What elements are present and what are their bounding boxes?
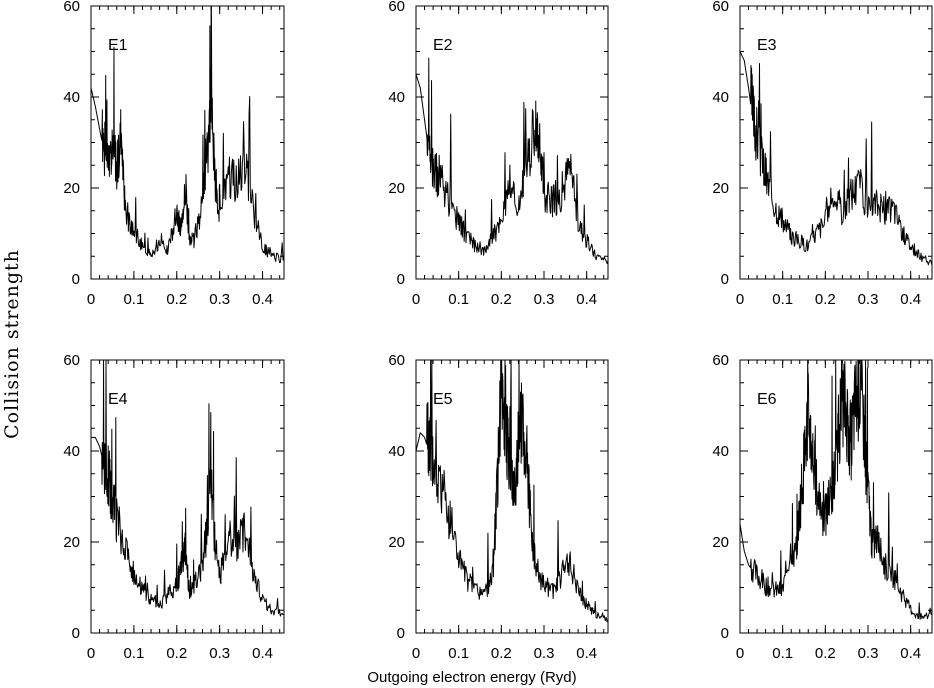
x-tick-label: 0 — [412, 291, 420, 308]
series-line-e3 — [739, 51, 933, 266]
y-tick-label: 40 — [63, 89, 80, 106]
x-tick-label: 0.4 — [576, 645, 597, 662]
x-tick-label: 0 — [412, 645, 420, 662]
y-tick-label: 20 — [712, 534, 729, 551]
panel-e2: 0 0.1 0.2 0.3 0.4 0 20 40 60 E2 — [388, 0, 609, 308]
panel-label: E1 — [108, 37, 128, 54]
series-line-e5 — [415, 359, 609, 623]
x-tick-label: 0.1 — [123, 645, 144, 662]
y-tick-label: 40 — [712, 443, 729, 460]
x-axis-title: Outgoing electron energy (Ryd) — [367, 669, 576, 686]
series-line-e4 — [90, 359, 285, 617]
x-tick-label: 0.3 — [209, 291, 230, 308]
x-tick-label: 0.4 — [576, 291, 597, 308]
x-tick-label: 0 — [736, 291, 744, 308]
y-tick-label: 0 — [397, 271, 405, 288]
panel-e4: 0 0.1 0.2 0.3 0.4 0 20 40 60 E4 — [63, 352, 285, 662]
y-tick-label: 0 — [72, 271, 80, 288]
y-tick-label: 0 — [397, 625, 405, 642]
y-tick-label: 20 — [388, 534, 405, 551]
y-tick-label: 60 — [63, 0, 80, 15]
x-tick-label: 0.4 — [252, 645, 273, 662]
y-tick-label: 40 — [388, 89, 405, 106]
x-tick-label: 0.2 — [491, 291, 512, 308]
x-tick-label: 0 — [736, 645, 744, 662]
y-tick-label: 60 — [712, 352, 729, 369]
panel-label: E2 — [433, 37, 453, 54]
panel-e6: 0 0.1 0.2 0.3 0.4 0 20 40 60 E6 — [712, 352, 933, 662]
y-tick-label: 40 — [388, 443, 405, 460]
y-tick-label: 20 — [388, 180, 405, 197]
x-tick-label: 0.2 — [815, 291, 836, 308]
panel-label: E4 — [108, 391, 128, 408]
panels: 0 0.1 0.2 0.3 0.4 0 20 40 60 E1 0 0.1 0.2 0.3 0.4 0 20 40… — [63, 0, 933, 662]
x-tick-label: 0.3 — [534, 645, 555, 662]
y-axis-title: Collision strength — [1, 249, 23, 439]
x-tick-label: 0.1 — [448, 645, 469, 662]
x-tick-label: 0.1 — [448, 291, 469, 308]
x-tick-label: 0.4 — [252, 291, 273, 308]
x-tick-label: 0 — [87, 645, 95, 662]
series-line-e2 — [415, 57, 609, 264]
y-tick-label: 20 — [63, 180, 80, 197]
panel-e1: 0 0.1 0.2 0.3 0.4 0 20 40 60 E1 — [63, 0, 285, 308]
x-tick-label: 0.1 — [772, 645, 793, 662]
x-tick-label: 0.3 — [858, 645, 879, 662]
panel-label: E3 — [757, 37, 777, 54]
panel-e3: 0 0.1 0.2 0.3 0.4 0 20 40 60 E3 — [712, 0, 933, 308]
y-tick-label: 0 — [721, 625, 729, 642]
y-tick-label: 60 — [388, 0, 405, 15]
x-tick-label: 0 — [87, 291, 95, 308]
y-tick-label: 60 — [712, 0, 729, 15]
y-tick-label: 20 — [63, 534, 80, 551]
x-tick-label: 0.2 — [166, 291, 187, 308]
y-tick-label: 0 — [72, 625, 80, 642]
panel-e5: 0 0.1 0.2 0.3 0.4 0 20 40 60 E5 — [388, 352, 609, 662]
y-tick-label: 60 — [63, 352, 80, 369]
x-tick-label: 0.3 — [858, 291, 879, 308]
x-tick-label: 0.3 — [209, 645, 230, 662]
y-tick-label: 40 — [63, 443, 80, 460]
x-tick-label: 0.2 — [815, 645, 836, 662]
y-tick-label: 60 — [388, 352, 405, 369]
x-tick-label: 0.3 — [534, 291, 555, 308]
y-tick-label: 20 — [712, 180, 729, 197]
x-tick-label: 0.2 — [491, 645, 512, 662]
panel-label: E6 — [757, 391, 777, 408]
x-tick-label: 0.4 — [900, 291, 921, 308]
y-tick-label: 40 — [712, 89, 729, 106]
x-tick-label: 0.1 — [772, 291, 793, 308]
series-line-e1 — [90, 5, 285, 264]
panel-label: E5 — [433, 391, 453, 408]
x-tick-label: 0.2 — [166, 645, 187, 662]
x-tick-label: 0.1 — [123, 291, 144, 308]
x-tick-label: 0.4 — [900, 645, 921, 662]
series-line-e6 — [739, 359, 933, 620]
y-tick-label: 0 — [721, 271, 729, 288]
